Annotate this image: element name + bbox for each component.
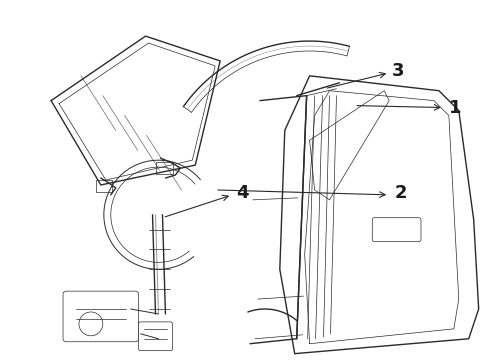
Text: 2: 2 bbox=[394, 184, 407, 202]
FancyBboxPatch shape bbox=[139, 322, 172, 351]
FancyBboxPatch shape bbox=[63, 291, 139, 342]
Text: 4: 4 bbox=[236, 184, 248, 202]
Bar bbox=[155, 162, 173, 174]
FancyBboxPatch shape bbox=[372, 218, 421, 242]
Text: 3: 3 bbox=[392, 62, 405, 80]
Bar bbox=[96, 180, 112, 192]
Text: 1: 1 bbox=[449, 99, 462, 117]
